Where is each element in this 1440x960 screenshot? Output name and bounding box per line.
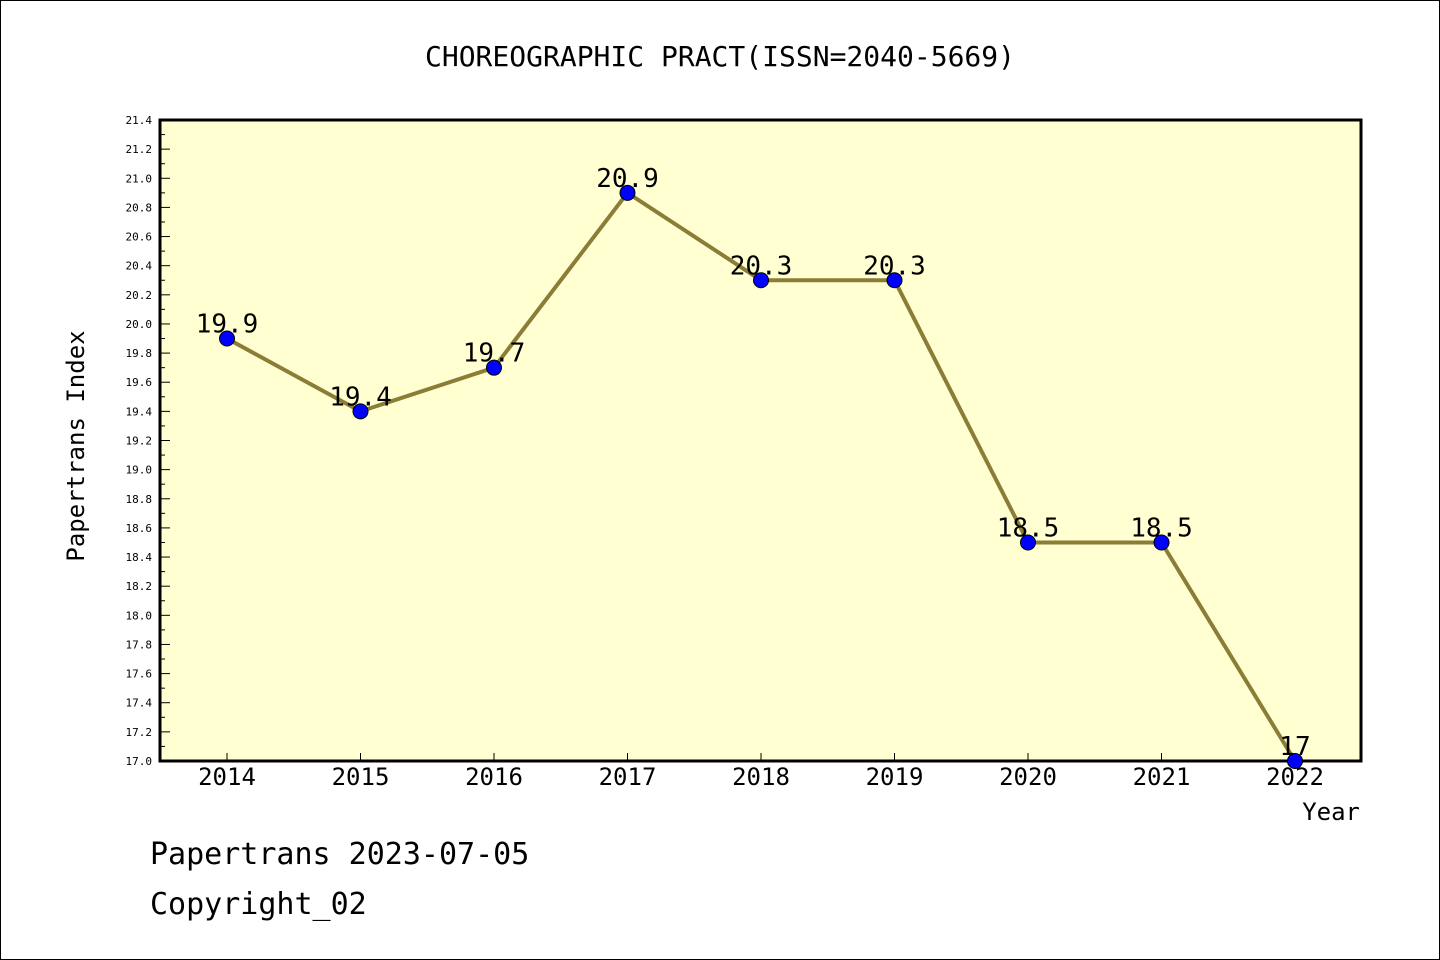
footer-copyright: Copyright_02	[150, 887, 367, 922]
data-point-marker	[1287, 753, 1303, 769]
data-point-label: 19.4	[329, 382, 392, 412]
y-axis-label: Papertrans Index	[62, 330, 90, 561]
data-point-marker	[1153, 534, 1170, 551]
y-axis: 17.0 17.2 17.4 17.6 17.8 18.0 18.2 18.4 18.6 18.8…	[126, 114, 170, 768]
data-point-label: 18.5	[1130, 513, 1193, 543]
data-point-label: 20.3	[730, 251, 793, 281]
y-tick-label: 21.4	[126, 114, 153, 127]
y-tick-label: 17.4	[126, 697, 153, 710]
data-point-marker	[619, 184, 636, 201]
data-point-label: 17	[1279, 732, 1310, 762]
y-tick-label: 19.8	[126, 347, 153, 360]
x-tick-label: 2015	[332, 763, 390, 791]
data-point-marker	[753, 272, 769, 289]
y-tick-label: 20.2	[126, 289, 153, 302]
y-tick-label: 20.6	[126, 231, 153, 244]
series-markers	[219, 184, 1303, 769]
x-tick-label: 2014	[198, 763, 256, 791]
plot-area	[158, 118, 1363, 763]
data-point-label: 20.9	[596, 164, 659, 194]
y-tick-label: 17.2	[126, 726, 153, 739]
x-axis-label: Year	[1302, 798, 1360, 826]
x-tick-label: 2017	[599, 763, 657, 791]
y-tick-label: 18.2	[126, 580, 153, 593]
x-axis: 2014 2015 2016 2017 2018 2019 2020 2021 2022	[198, 753, 1324, 791]
y-tick-label: 19.6	[126, 376, 153, 389]
y-tick-label: 21.0	[126, 172, 153, 185]
data-point-label: 19.7	[463, 339, 526, 369]
y-tick-label: 18.0	[126, 609, 153, 622]
x-tick-label: 2019	[866, 763, 924, 791]
chart-title: CHOREOGRAPHIC PRACT(ISSN=2040-5669)	[425, 40, 1015, 73]
y-tick-label: 20.8	[126, 201, 153, 214]
data-point-label: 20.3	[863, 251, 926, 281]
data-point-marker	[219, 330, 235, 347]
y-tick-label: 21.2	[126, 143, 153, 156]
data-point-label: 19.9	[196, 310, 259, 340]
y-tick-label: 20.0	[126, 318, 153, 331]
y-tick-label: 18.6	[126, 522, 153, 535]
y-tick-label: 19.0	[126, 464, 153, 477]
data-point-marker	[886, 272, 903, 289]
x-tick-label: 2021	[1133, 763, 1191, 791]
y-tick-label: 20.4	[126, 260, 153, 273]
data-labels: 19.9 19.4 19.7 20.9 20.3 20.3 18.5 18.5 17	[196, 164, 1311, 762]
y-tick-label: 17.8	[126, 638, 153, 651]
y-tick-label: 19.4	[126, 405, 153, 418]
footer-date: Papertrans 2023-07-05	[150, 837, 529, 872]
x-tick-label: 2020	[999, 763, 1057, 791]
y-tick-label: 17.6	[126, 668, 153, 681]
data-point-label: 18.5	[997, 513, 1060, 543]
data-point-marker	[1020, 534, 1036, 551]
y-tick-label: 19.2	[126, 435, 153, 448]
y-tick-label: 17.0	[126, 755, 153, 768]
data-point-marker	[486, 359, 502, 376]
x-tick-label: 2016	[465, 763, 523, 791]
data-point-marker	[352, 403, 369, 420]
y-tick-label: 18.4	[126, 551, 153, 564]
x-tick-label: 2018	[732, 763, 790, 791]
y-tick-label: 18.8	[126, 493, 153, 506]
